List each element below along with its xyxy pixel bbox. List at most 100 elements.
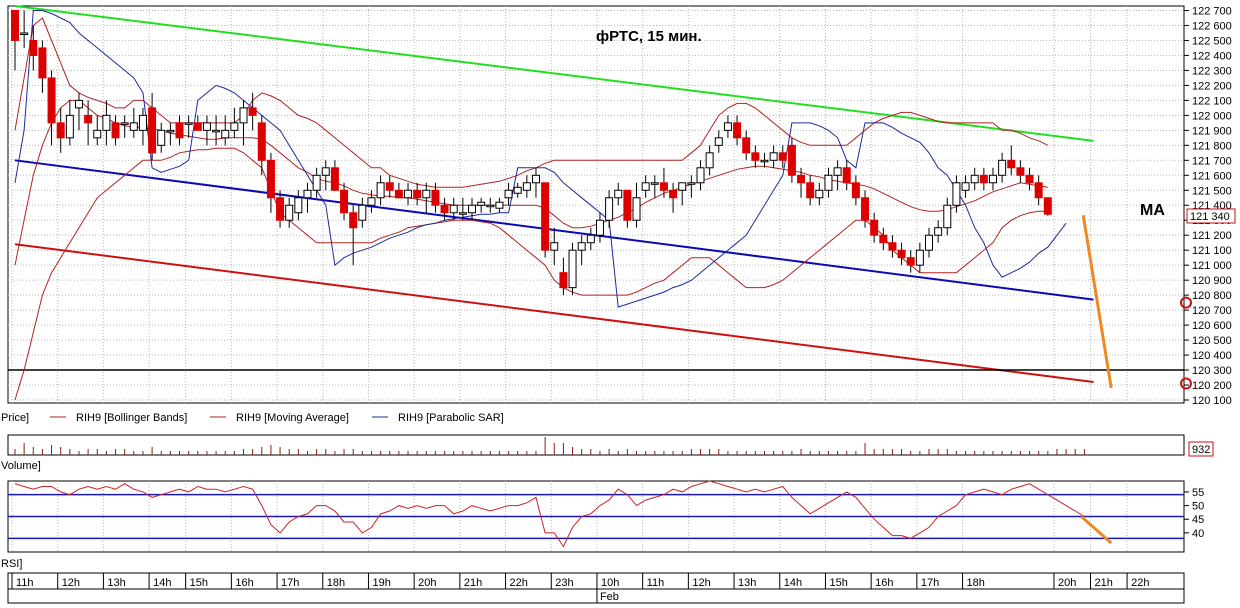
- candle-body: [230, 122, 239, 131]
- candles: [11, 9, 1052, 296]
- time-tick-label: 22h: [1131, 577, 1149, 589]
- time-tick-label: 23h: [555, 577, 573, 589]
- candle-body: [1043, 197, 1052, 215]
- candle-body: [276, 197, 285, 221]
- candle-body: [468, 204, 476, 214]
- rsi-forecast-arrow: [1080, 515, 1113, 545]
- candle-body: [705, 152, 714, 169]
- last-price-box: [1186, 208, 1236, 224]
- price-tick-label: 122 500: [1192, 35, 1232, 47]
- candle-body: [138, 114, 147, 131]
- time-tick-label: 11h: [16, 577, 34, 589]
- candle-body: [56, 122, 65, 139]
- rsi-forecast-line: [1080, 515, 1113, 545]
- price-tick-label: 120 500: [1192, 335, 1232, 347]
- candle-body: [376, 182, 385, 199]
- time-tick-label: 17h: [281, 577, 299, 589]
- candle-body: [961, 182, 970, 191]
- candle-body: [38, 47, 47, 79]
- time-tick-label: 11h: [647, 577, 665, 589]
- candle-body: [577, 242, 586, 251]
- price-tick-label: 120 200: [1192, 380, 1232, 392]
- price-tick-label: 120 600: [1192, 320, 1232, 332]
- price-panel-frame: [7, 5, 1185, 404]
- candle-body: [431, 189, 440, 206]
- candle-body: [321, 167, 330, 176]
- candle-body: [550, 242, 559, 251]
- candle-body: [148, 107, 157, 154]
- candle-body: [440, 204, 449, 214]
- candle-body: [404, 189, 413, 199]
- candle-body: [285, 204, 294, 221]
- candle-body: [84, 114, 93, 124]
- candle-body: [385, 182, 394, 191]
- candle-body: [120, 122, 129, 125]
- price-tick-label: 122 400: [1192, 50, 1232, 62]
- candle-body: [340, 189, 349, 214]
- price-tick-label: 121 000: [1192, 260, 1232, 272]
- price-tick-label: 120 400: [1192, 350, 1232, 362]
- candle-body: [413, 189, 422, 199]
- candle-body: [797, 174, 806, 184]
- candle-body: [193, 122, 202, 131]
- time-tick-label: 12h: [62, 577, 80, 589]
- candle-body: [751, 152, 760, 161]
- candle-body: [595, 219, 604, 236]
- candle-body: [988, 174, 997, 184]
- price-tick-label: 121 500: [1192, 185, 1232, 197]
- time-tick-label: 12h: [692, 577, 710, 589]
- candle-body: [586, 234, 595, 244]
- candle-body: [714, 137, 723, 146]
- candle-body: [175, 122, 184, 139]
- price-tick-label: 120 900: [1192, 275, 1232, 287]
- candle-body: [998, 159, 1007, 176]
- volume-label: Volume]: [1, 460, 41, 472]
- candle-body: [504, 189, 513, 199]
- time-tick-label: 16h: [235, 577, 253, 589]
- candle-body: [102, 114, 111, 131]
- time-tick-label: 19h: [372, 577, 390, 589]
- volume-panel-frame: [7, 434, 1185, 456]
- candle-body: [925, 234, 933, 251]
- forecast-arrow: [1081, 214, 1113, 389]
- candle-body: [915, 249, 924, 266]
- candle-body: [678, 182, 687, 191]
- price-tick-label: 121 200: [1192, 230, 1232, 242]
- legend-price: Price]: [1, 412, 29, 424]
- price-forecast-line: [1081, 214, 1113, 389]
- candle-body: [861, 197, 870, 221]
- candle-body: [74, 99, 83, 109]
- rsi-tick-label: 45: [1192, 514, 1204, 526]
- rsi-tick-label: 40: [1192, 528, 1204, 540]
- time-tick-label: 13h: [107, 577, 125, 589]
- candle-body: [605, 197, 614, 221]
- candle-body: [559, 272, 568, 289]
- candle-body: [970, 174, 979, 184]
- candle-body: [486, 204, 495, 208]
- candle-body: [11, 9, 19, 41]
- red-line-end-marker: [1180, 377, 1192, 390]
- time-axis-frame: [7, 572, 1185, 604]
- candle-body: [934, 227, 943, 236]
- candle-body: [952, 182, 961, 206]
- price-tick-label: 122 100: [1192, 95, 1232, 107]
- time-tick-label: 21h: [464, 577, 482, 589]
- candle-body: [495, 201, 504, 209]
- candle-body: [851, 182, 860, 199]
- candle-body: [824, 174, 833, 191]
- rsi-tick-label: 55: [1192, 487, 1204, 499]
- candle-body: [358, 204, 367, 221]
- candle-body: [632, 197, 641, 221]
- candle-body: [29, 39, 38, 56]
- candle-body: [787, 144, 796, 176]
- candle-body: [93, 129, 102, 139]
- volume-value-box: [1188, 441, 1214, 457]
- parabolic-sar-line: [14, 10, 1067, 308]
- candle-body: [312, 174, 321, 191]
- candle-body: [906, 257, 915, 266]
- price-tick-label: 122 000: [1192, 110, 1232, 122]
- candle-body: [1025, 174, 1034, 184]
- time-tick-label: 21h: [1095, 577, 1113, 589]
- candle-body: [1007, 159, 1016, 169]
